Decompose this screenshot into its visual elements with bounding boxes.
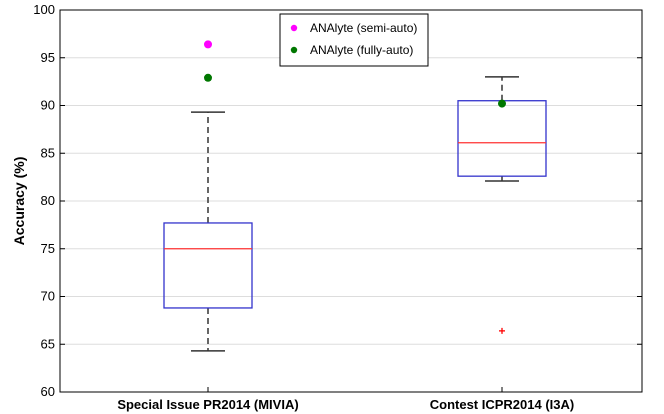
y-tick-label: 90 bbox=[41, 98, 55, 113]
legend: ANAlyte (semi-auto) ANAlyte (fully-auto) bbox=[279, 13, 429, 67]
series-point-1 bbox=[204, 40, 212, 49]
x-axis-labels: Special Issue PR2014 (MIVIA) Contest ICPR… bbox=[117, 387, 574, 412]
outlier-marker bbox=[499, 327, 505, 334]
plot-frame bbox=[59, 9, 643, 393]
y-tick-label: 95 bbox=[41, 50, 55, 65]
grid-lines bbox=[60, 57, 642, 345]
iqr-box bbox=[457, 100, 547, 177]
legend-marker bbox=[290, 46, 298, 54]
legend-box bbox=[279, 13, 429, 67]
box-group bbox=[163, 111, 253, 352]
x-category-label: Special Issue PR2014 (MIVIA) bbox=[117, 397, 298, 412]
y-tick-label: 60 bbox=[41, 384, 55, 399]
series-point-2 bbox=[204, 73, 212, 82]
y-tick-label: 80 bbox=[41, 193, 55, 208]
legend-marker bbox=[290, 24, 298, 32]
y-tick-label: 65 bbox=[41, 336, 55, 351]
iqr-box bbox=[163, 222, 253, 309]
legend-label: ANAlyte (fully-auto) bbox=[310, 43, 413, 57]
result-points bbox=[204, 40, 506, 108]
legend-label: ANAlyte (semi-auto) bbox=[310, 21, 417, 35]
x-category-label: Contest ICPR2014 (I3A) bbox=[430, 397, 574, 412]
boxes bbox=[163, 76, 547, 352]
series-point-2 bbox=[498, 99, 506, 108]
y-axis-ticks: 60 65 70 75 80 85 90 95 100 bbox=[33, 2, 642, 399]
y-tick-label: 85 bbox=[41, 145, 55, 160]
y-tick-label: 100 bbox=[33, 2, 55, 17]
y-tick-label: 75 bbox=[41, 241, 55, 256]
box-group bbox=[457, 76, 547, 334]
y-axis-title: Accuracy (%) bbox=[11, 157, 27, 246]
y-tick-label: 70 bbox=[41, 289, 55, 304]
